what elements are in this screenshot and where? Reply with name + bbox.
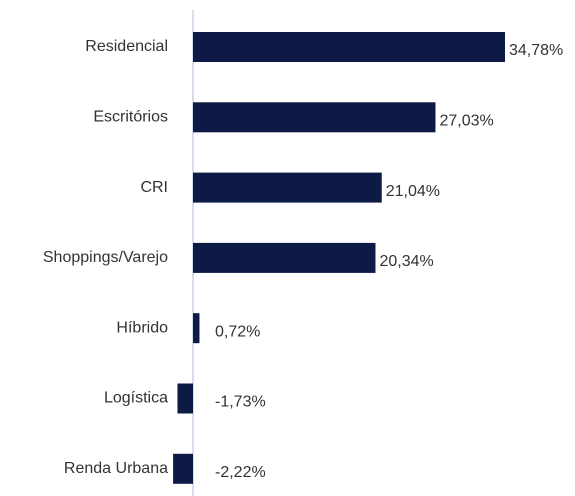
- value-label: 34,78%: [509, 42, 563, 59]
- value-label: 21,04%: [386, 183, 440, 200]
- bar: [173, 453, 193, 484]
- bar: [193, 242, 376, 273]
- value-label: 20,34%: [379, 253, 433, 270]
- bar: [193, 172, 382, 203]
- value-label: 27,03%: [439, 113, 493, 130]
- bar: [193, 32, 505, 62]
- bar: [193, 313, 200, 344]
- value-label: 0,72%: [215, 323, 260, 340]
- category-label: Residencial: [85, 38, 168, 55]
- value-label: -2,22%: [215, 464, 266, 481]
- category-label: Shoppings/Varejo: [43, 249, 168, 266]
- category-label: CRI: [140, 179, 168, 196]
- bar: [193, 102, 436, 133]
- category-label: Escritórios: [93, 109, 168, 126]
- category-label: Renda Urbana: [64, 460, 168, 477]
- category-label: Híbrido: [116, 319, 168, 336]
- category-label: Logística: [104, 390, 168, 407]
- value-label: -1,73%: [215, 394, 266, 411]
- bar: [177, 383, 193, 414]
